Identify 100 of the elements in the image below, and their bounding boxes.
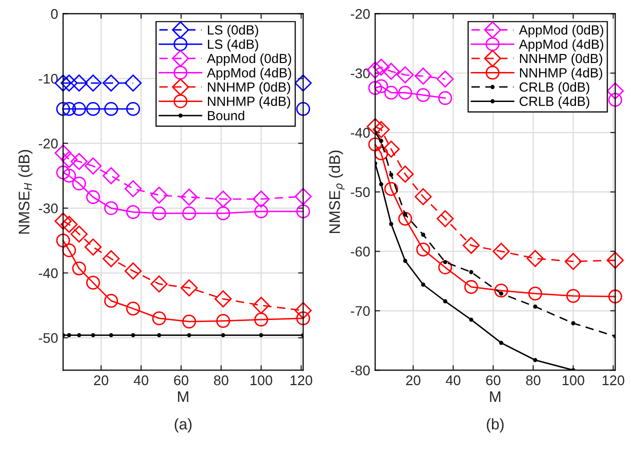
point bbox=[252, 190, 270, 208]
point bbox=[382, 62, 400, 80]
point bbox=[102, 250, 120, 268]
point bbox=[86, 102, 100, 116]
point bbox=[126, 205, 140, 219]
point bbox=[564, 252, 582, 270]
point bbox=[416, 242, 430, 257]
x-tick-label: 80 bbox=[214, 375, 228, 386]
x-tick-label: 60 bbox=[174, 375, 188, 386]
point bbox=[216, 206, 230, 220]
point bbox=[443, 299, 448, 304]
point bbox=[252, 296, 270, 314]
point bbox=[294, 74, 312, 92]
point bbox=[414, 68, 432, 85]
legend-label: LS (4dB) bbox=[208, 39, 258, 52]
point bbox=[296, 102, 310, 116]
point bbox=[296, 311, 310, 326]
legend-label: CRLB (4dB) bbox=[520, 96, 590, 109]
point bbox=[396, 166, 414, 183]
point bbox=[152, 206, 166, 220]
y-tick-label: -50 bbox=[38, 333, 58, 343]
x-tick-label: 20 bbox=[406, 375, 420, 386]
text: (b) bbox=[486, 418, 504, 433]
point bbox=[566, 288, 580, 303]
y-tick-label: -30 bbox=[38, 203, 58, 214]
point bbox=[182, 314, 196, 329]
point bbox=[102, 167, 120, 184]
y-tick-label: -20 bbox=[350, 9, 370, 19]
point bbox=[91, 333, 96, 338]
point bbox=[492, 242, 510, 260]
legend-label: NNHMP (0dB) bbox=[208, 82, 290, 94]
point bbox=[398, 86, 412, 100]
point bbox=[214, 190, 232, 208]
point bbox=[70, 226, 88, 243]
point bbox=[62, 102, 76, 116]
x-axis-title: M bbox=[178, 391, 188, 402]
y-tick-label: -70 bbox=[350, 306, 370, 316]
point bbox=[499, 340, 504, 345]
point bbox=[124, 180, 142, 198]
y-tick-label: -20 bbox=[38, 138, 58, 148]
point bbox=[436, 70, 454, 88]
point bbox=[372, 58, 390, 76]
legend-label: AppMod (0dB) bbox=[206, 53, 292, 66]
point bbox=[296, 204, 310, 218]
point bbox=[379, 138, 384, 143]
x-tick-label: 60 bbox=[486, 375, 500, 386]
x-tick-label: 40 bbox=[134, 375, 148, 386]
point bbox=[60, 74, 78, 92]
point bbox=[216, 314, 230, 328]
point bbox=[382, 140, 400, 158]
y-tick-label: -40 bbox=[350, 128, 370, 138]
point bbox=[608, 290, 622, 304]
y-axis-title: NMSE$_{ρ}$ (dB) bbox=[328, 150, 345, 234]
point bbox=[187, 333, 192, 338]
point bbox=[221, 333, 226, 338]
point bbox=[494, 284, 508, 298]
point bbox=[372, 121, 390, 138]
point bbox=[379, 182, 384, 186]
y-axis-title: NMSE$_{H}$ (dB) bbox=[18, 150, 32, 234]
point bbox=[414, 188, 432, 206]
point bbox=[396, 66, 414, 84]
point bbox=[62, 243, 76, 258]
point bbox=[462, 236, 480, 254]
point bbox=[384, 182, 398, 196]
legend-label: CRLB (0dB) bbox=[520, 82, 590, 94]
point bbox=[70, 152, 88, 170]
point bbox=[84, 74, 102, 92]
point bbox=[469, 318, 474, 322]
point bbox=[152, 311, 166, 326]
point bbox=[443, 260, 448, 264]
point bbox=[77, 333, 82, 338]
point bbox=[67, 333, 72, 338]
legend-label: AppMod (4dB) bbox=[206, 68, 292, 80]
point bbox=[294, 302, 312, 320]
point bbox=[126, 102, 140, 116]
x-tick-label: 120 bbox=[602, 375, 624, 386]
x-tick-label: 80 bbox=[526, 375, 540, 386]
point bbox=[157, 333, 162, 338]
point bbox=[421, 282, 426, 287]
point bbox=[259, 333, 264, 338]
point bbox=[403, 258, 408, 263]
point bbox=[398, 212, 412, 226]
point bbox=[384, 86, 398, 100]
y-tick-label: -80 bbox=[350, 366, 370, 376]
point bbox=[180, 188, 198, 206]
point bbox=[104, 102, 118, 116]
point bbox=[72, 102, 86, 116]
point bbox=[54, 212, 72, 230]
point bbox=[102, 74, 120, 92]
point bbox=[606, 252, 624, 269]
point bbox=[86, 190, 100, 204]
point bbox=[56, 234, 70, 248]
x-tick-label: 100 bbox=[250, 375, 272, 386]
legend-label: NNHMP (0dB) bbox=[520, 53, 602, 66]
point bbox=[131, 333, 136, 338]
point bbox=[124, 74, 142, 92]
point bbox=[254, 204, 268, 218]
point bbox=[124, 262, 142, 280]
point bbox=[438, 91, 452, 106]
point bbox=[533, 358, 538, 362]
